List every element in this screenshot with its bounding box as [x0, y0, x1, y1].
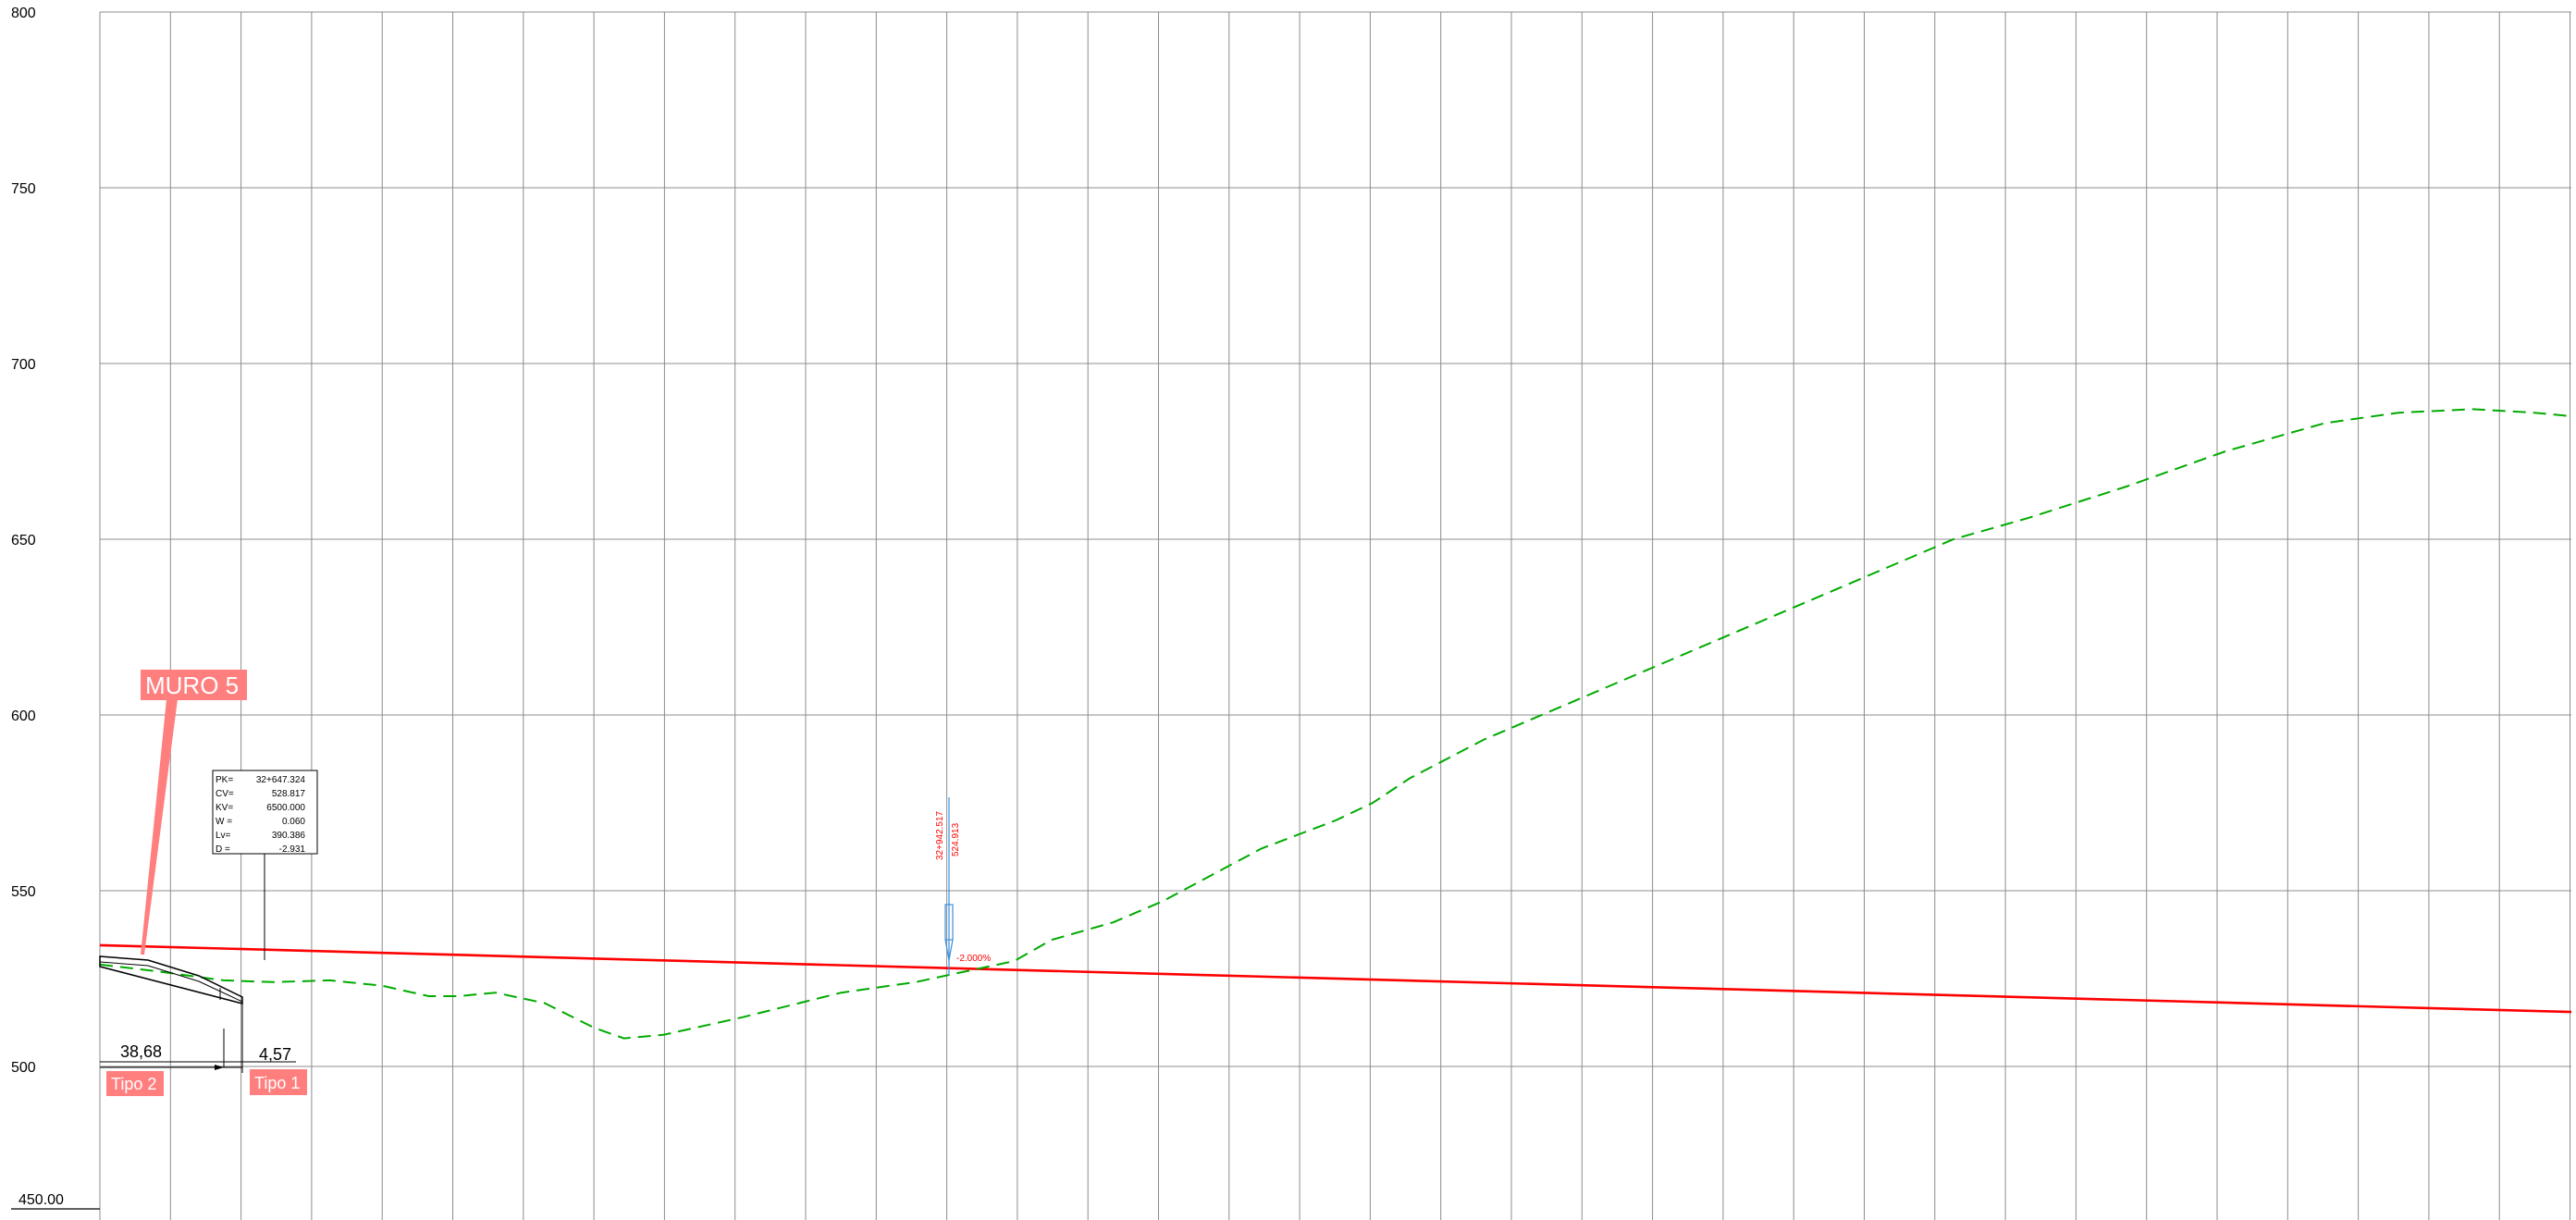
grid	[99, 11, 2571, 1220]
muro-leader	[141, 699, 178, 955]
muro-tag-box	[141, 670, 247, 700]
curve-box-key: D =	[216, 844, 230, 855]
vertical-curve-box: PK= 32+647.324 CV= 528.817 KV= 6500.000 …	[212, 770, 318, 960]
curve-box-value: 32+647.324	[256, 775, 306, 785]
y-tick-label: 650	[11, 533, 36, 548]
curve-box-key: CV=	[216, 789, 234, 799]
curve-box-key: KV=	[216, 803, 233, 813]
pk-marker: 32+942.517 524.913 -2.000%	[935, 797, 991, 975]
curve-box-value: 0.060	[282, 817, 305, 827]
tipo-1-tag: Tipo 1	[250, 1069, 307, 1095]
profile-lines	[99, 408, 2572, 1040]
y-tick-label: 750	[11, 181, 36, 197]
y-tick-label: 550	[11, 884, 36, 900]
pk-marker-elevation: 524.913	[951, 822, 961, 856]
datum-label: 450.00	[18, 1192, 64, 1208]
curve-box-value: -2.931	[279, 844, 306, 855]
tipo-1-label: Tipo 1	[254, 1074, 300, 1092]
dimension-lines: 38,68 4,57	[100, 1004, 296, 1073]
curve-box-key: Lv=	[216, 831, 231, 841]
pk-marker-station: 32+942.517	[935, 810, 945, 860]
grade-label: -2.000%	[956, 954, 991, 964]
y-axis: 800 750 700 650 600 550 500 450.00	[11, 6, 100, 1210]
curve-box-value: 6500.000	[266, 803, 305, 813]
y-tick-label: 800	[11, 6, 36, 21]
y-tick-label: 500	[11, 1060, 36, 1076]
y-tick-label: 700	[11, 357, 36, 373]
curve-box-key: PK=	[216, 775, 233, 785]
tipo-2-tag: Tipo 2	[106, 1071, 164, 1096]
terrain-line	[99, 408, 2572, 1040]
pk-marker-box	[944, 904, 954, 941]
muro-tag-label: MURO 5	[145, 672, 239, 699]
dimension-right: 4,57	[259, 1045, 291, 1064]
wall-outline	[99, 955, 243, 1004]
muro-tag: MURO 5	[141, 670, 247, 955]
tipo-2-label: Tipo 2	[111, 1075, 156, 1093]
y-tick-label: 600	[11, 709, 36, 724]
dimension-left: 38,68	[120, 1042, 162, 1061]
rasante-line	[99, 943, 2572, 1014]
curve-box-value: 528.817	[272, 789, 306, 799]
curve-box-key: W =	[216, 817, 232, 827]
curve-box-value: 390.386	[272, 831, 306, 841]
